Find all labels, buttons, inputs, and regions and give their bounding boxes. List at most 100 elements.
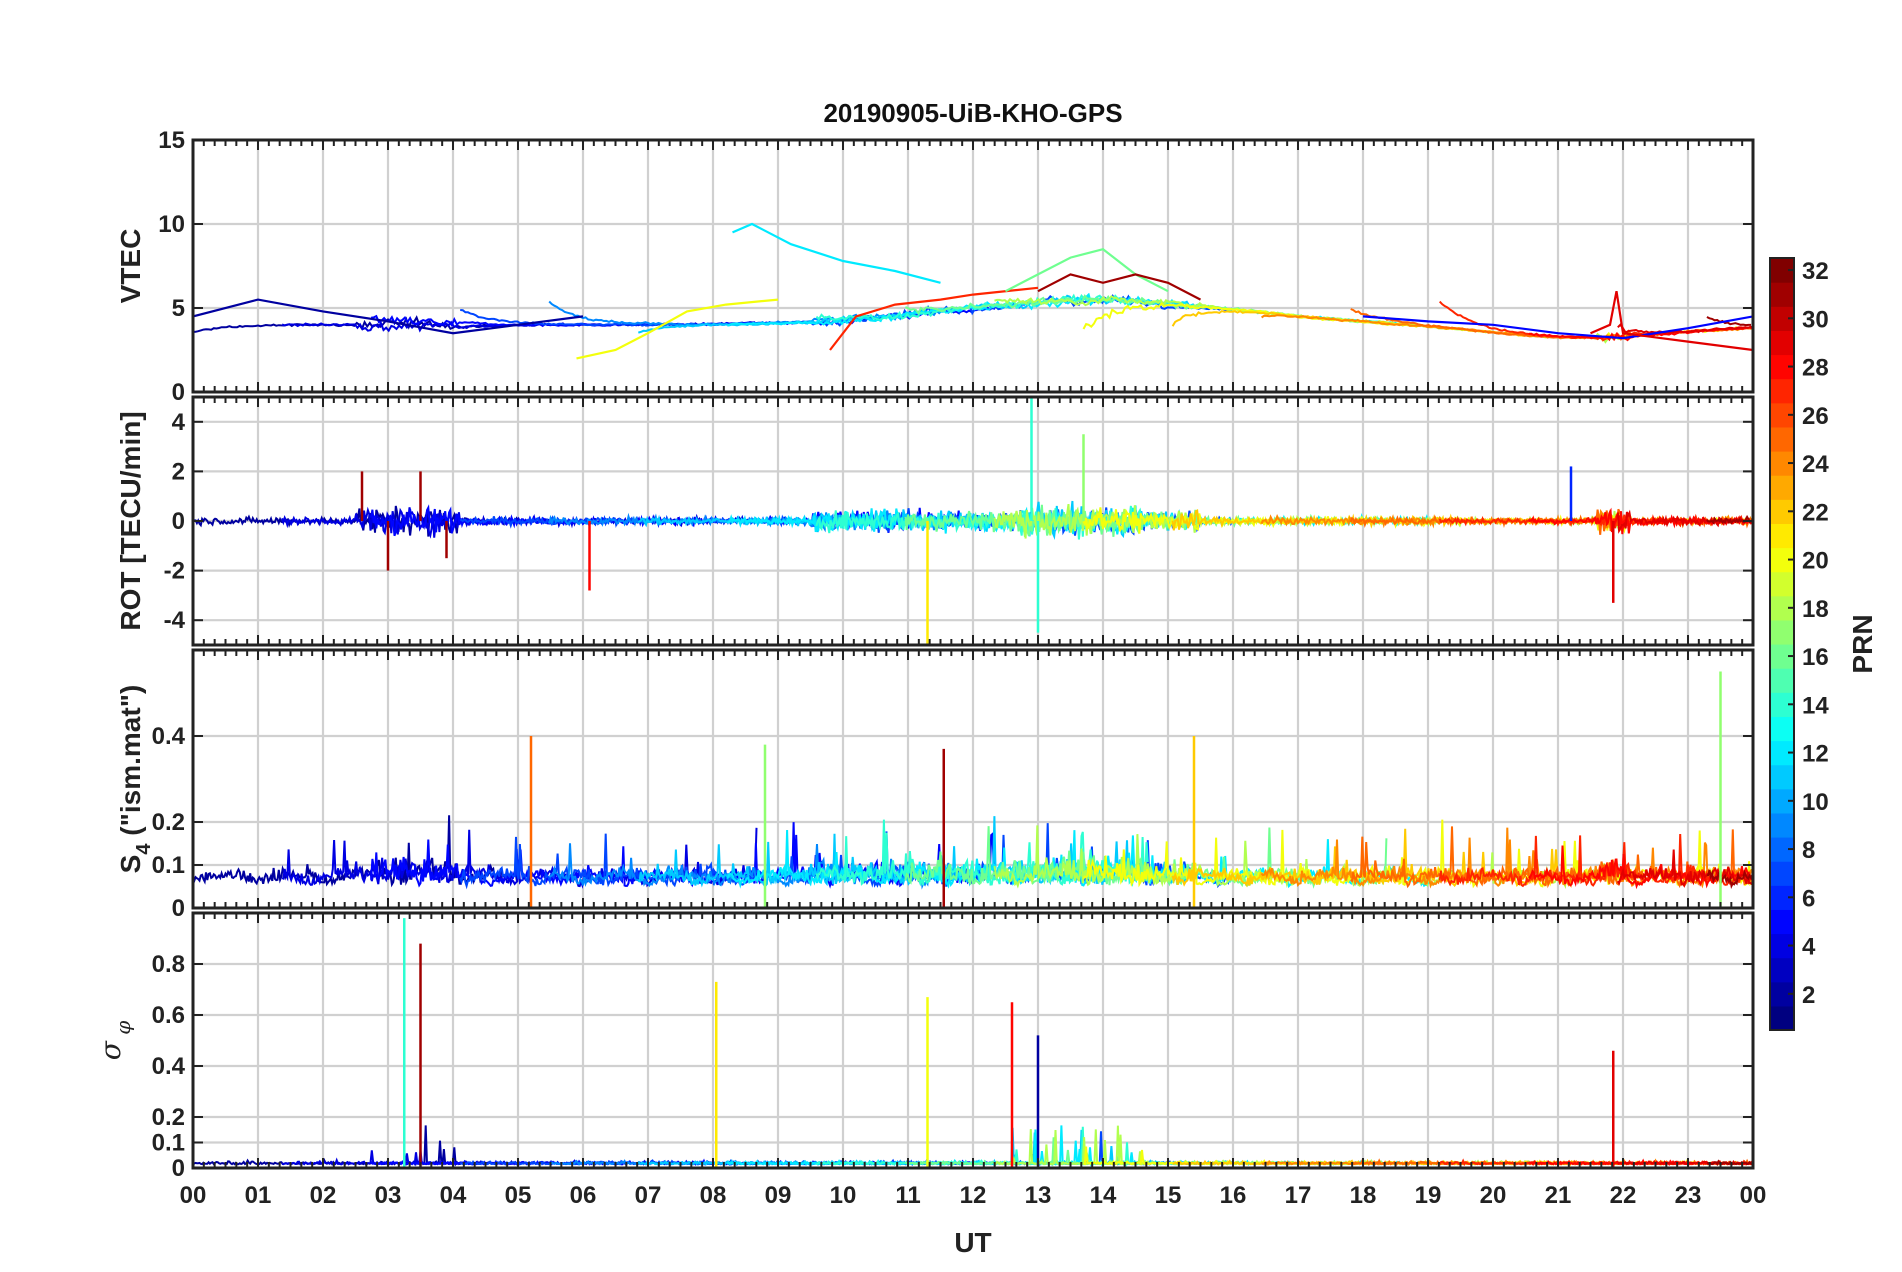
y-axis-title: σ φ <box>94 1021 135 1061</box>
colorbar-tick-label: 18 <box>1802 596 1829 623</box>
colorbar-tick-label: 26 <box>1802 403 1829 430</box>
x-tick-label: 16 <box>1220 1182 1247 1209</box>
x-tick-label: 00 <box>1740 1182 1767 1209</box>
y-tick-label: 4 <box>172 409 186 436</box>
colorbar-tick-label: 24 <box>1802 451 1829 478</box>
y-tick-label: 5 <box>172 295 185 322</box>
colorbar-bin <box>1770 957 1794 983</box>
x-axis-title: UT <box>954 1227 991 1258</box>
traces <box>193 671 1753 908</box>
series-prn-2 <box>193 298 584 335</box>
x-tick-label: 15 <box>1155 1182 1182 1209</box>
x-tick-label: 01 <box>245 1182 272 1209</box>
y-tick-label: 0.2 <box>152 809 185 836</box>
colorbar-tick-label: 20 <box>1802 548 1829 575</box>
x-tick-label: 12 <box>960 1182 987 1209</box>
x-tick-label: 03 <box>375 1182 402 1209</box>
colorbar-frame <box>1769 257 1795 1031</box>
y-tick-label: 10 <box>158 211 185 238</box>
colorbar-bin <box>1770 668 1794 693</box>
colorbar-bin <box>1770 812 1794 838</box>
colorbar-bin <box>1770 282 1794 307</box>
colorbar-bin <box>1770 523 1794 549</box>
series-prn-27 <box>829 286 1039 351</box>
colorbar-bin <box>1770 909 1794 935</box>
colorbar-bin <box>1770 571 1794 597</box>
x-tick-label: 17 <box>1285 1182 1312 1209</box>
x-tick-label: 19 <box>1415 1182 1442 1209</box>
x-tick-label: 05 <box>505 1182 532 1209</box>
colorbar-tick-label: 14 <box>1802 692 1829 719</box>
y-tick-label: 0.8 <box>152 951 185 978</box>
trace-prn-29 <box>1617 323 1753 335</box>
colorbar-bin <box>1770 378 1794 404</box>
colorbar-tick-label: 32 <box>1802 258 1829 285</box>
panel-sigma-phi: 00.10.2 0.4 0.6 0.8 σ φ <box>94 911 1755 1182</box>
x-tick-label: 20 <box>1480 1182 1507 1209</box>
y-tick-label: 0.4 <box>152 723 186 750</box>
colorbar-bin <box>1770 475 1794 500</box>
series-prn-5 <box>1362 315 1753 340</box>
colorbar-tick-label: 16 <box>1802 644 1829 671</box>
x-tick-label: 14 <box>1090 1182 1117 1209</box>
y-tick-label: -2 <box>164 558 185 585</box>
x-tick-label: 11 <box>895 1182 920 1209</box>
x-tick-label: 23 <box>1675 1182 1702 1209</box>
x-tick-label: 22 <box>1610 1182 1637 1209</box>
y-tick-label: 2 <box>172 458 185 485</box>
colorbar-tick-label: 28 <box>1802 355 1829 382</box>
colorbar-tick-label: 8 <box>1802 837 1815 864</box>
y-tick-label: 0.1 <box>152 1130 185 1157</box>
y-tick-label: 0 <box>172 895 185 922</box>
y-tick-label: 0.4 <box>152 1053 186 1080</box>
x-tick-label: 21 <box>1545 1182 1572 1209</box>
x-tick-label: 13 <box>1025 1182 1052 1209</box>
y-tick-label: 0.6 <box>152 1002 185 1029</box>
colorbar-tick-label: 4 <box>1802 934 1816 961</box>
panel-vtec: 0 5 10 15 VTEC <box>115 127 1755 406</box>
colorbar-tick-label: 12 <box>1802 741 1829 768</box>
series-prn-16 <box>1004 247 1169 293</box>
y-tick-label: -4 <box>164 607 186 634</box>
x-tick-label: 02 <box>310 1182 337 1209</box>
colorbar-bin <box>1770 764 1794 790</box>
x-tick-label: 10 <box>830 1182 857 1209</box>
chart-title: 20190905-UiB-KHO-GPS <box>823 98 1122 128</box>
trace-prn-31 <box>1706 1159 1753 1167</box>
y-tick-label: 0.2 <box>152 1104 185 1131</box>
y-axis-title: VTEC <box>115 229 146 304</box>
series-prn-12 <box>732 222 941 284</box>
y-tick-label: 0.1 <box>152 852 185 879</box>
y-tick-label: 0 <box>172 1155 185 1182</box>
series-prn-31 <box>1037 273 1202 301</box>
x-tick-label: 06 <box>570 1182 597 1209</box>
colorbar-tick-label: 10 <box>1802 789 1829 816</box>
traces <box>193 918 1753 1168</box>
panel-rot: -4 -2 0 2 4 ROT [TECU/min] <box>115 395 1755 647</box>
traces <box>193 397 1753 645</box>
trace-prn-27 <box>1438 833 1753 888</box>
x-tick-label: 07 <box>635 1182 662 1209</box>
trace-prn-31 <box>1706 869 1753 890</box>
colorbar-tick-label: 22 <box>1802 499 1829 526</box>
trace-prn-31 <box>1706 316 1751 327</box>
colorbar-bin <box>1770 716 1794 742</box>
trace-prn-2 <box>193 815 519 888</box>
colorbar-bin <box>1770 426 1794 452</box>
trace-prn-28 <box>1528 845 1753 890</box>
y-tick-label: 0 <box>172 379 185 406</box>
x-tick-label: 00 <box>180 1182 207 1209</box>
x-tick-label: 08 <box>700 1182 727 1209</box>
x-tick-label: 18 <box>1350 1182 1377 1209</box>
colorbar-tick-label: 6 <box>1802 885 1815 912</box>
panel-s4: 0 0.1 0.2 0.4S4 ("ism.mat") <box>115 648 1755 922</box>
series-prn-20 <box>576 298 779 360</box>
x-tick-labels: 00 01 02 03 04 05 06 07 08 09 10 11 12 13 14 15 16 17 18 19… <box>180 1182 1767 1209</box>
colorbar-bin <box>1770 1005 1794 1031</box>
colorbar-bin <box>1770 330 1794 356</box>
x-tick-label: 09 <box>765 1182 792 1209</box>
colorbar-bin <box>1770 861 1794 886</box>
